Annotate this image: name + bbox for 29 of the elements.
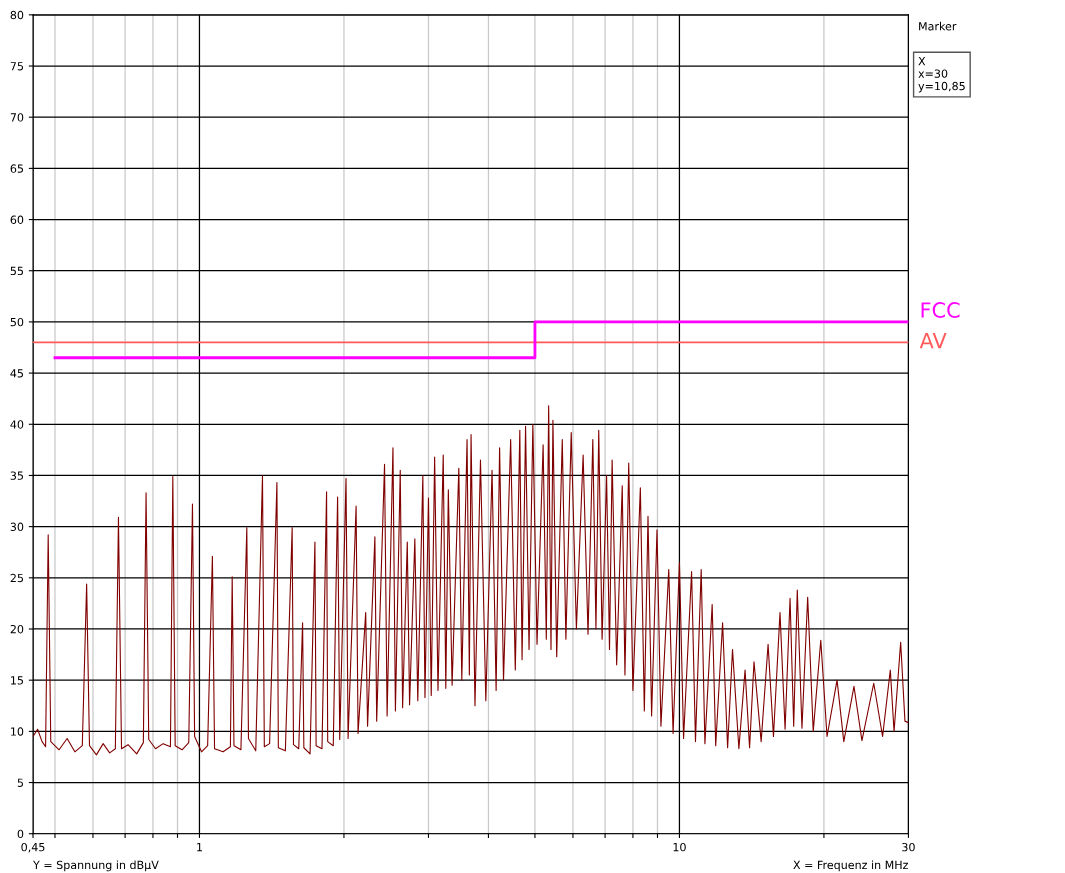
y-tick-label: 50 <box>10 317 24 327</box>
y-tick-label: 0 <box>17 829 24 839</box>
text: Y = Spannung in dBμV <box>32 860 159 872</box>
y-tick-label: 15 <box>11 676 24 685</box>
y-tick-label: 25 <box>10 573 24 583</box>
y-tick-label: 75 <box>10 62 24 71</box>
y-tick-label: 10 <box>11 727 24 736</box>
y-tick-label: 40 <box>10 420 24 429</box>
text: X <box>918 57 926 66</box>
x-tick-label: 0,45 <box>21 842 45 853</box>
y-tick-label: 35 <box>10 471 24 480</box>
y-tick-label: 70 <box>10 113 24 122</box>
x-tick-label: 1 <box>197 843 202 852</box>
x-tick-label: 10 <box>673 842 686 852</box>
y-tick-label: 65 <box>10 164 24 173</box>
y-tick-label: 20 <box>10 624 24 634</box>
y-tick-label: 55 <box>10 266 24 276</box>
y-tick-label: 80 <box>10 10 24 20</box>
y-tick-label: 5 <box>17 778 24 787</box>
ref-line-label: AV <box>919 332 947 349</box>
x-axis-title: X = Frequenz in MHz <box>793 860 908 872</box>
y-tick-label: 45 <box>10 369 24 378</box>
y-tick-label: 60 <box>10 215 24 224</box>
text: y=10,85 <box>918 81 965 93</box>
x-tick-label: 30 <box>902 842 915 852</box>
text: Marker <box>919 21 957 31</box>
y-tick-label: 30 <box>10 522 24 532</box>
series-label: FCC <box>921 302 960 318</box>
text: x=30 <box>918 69 948 78</box>
